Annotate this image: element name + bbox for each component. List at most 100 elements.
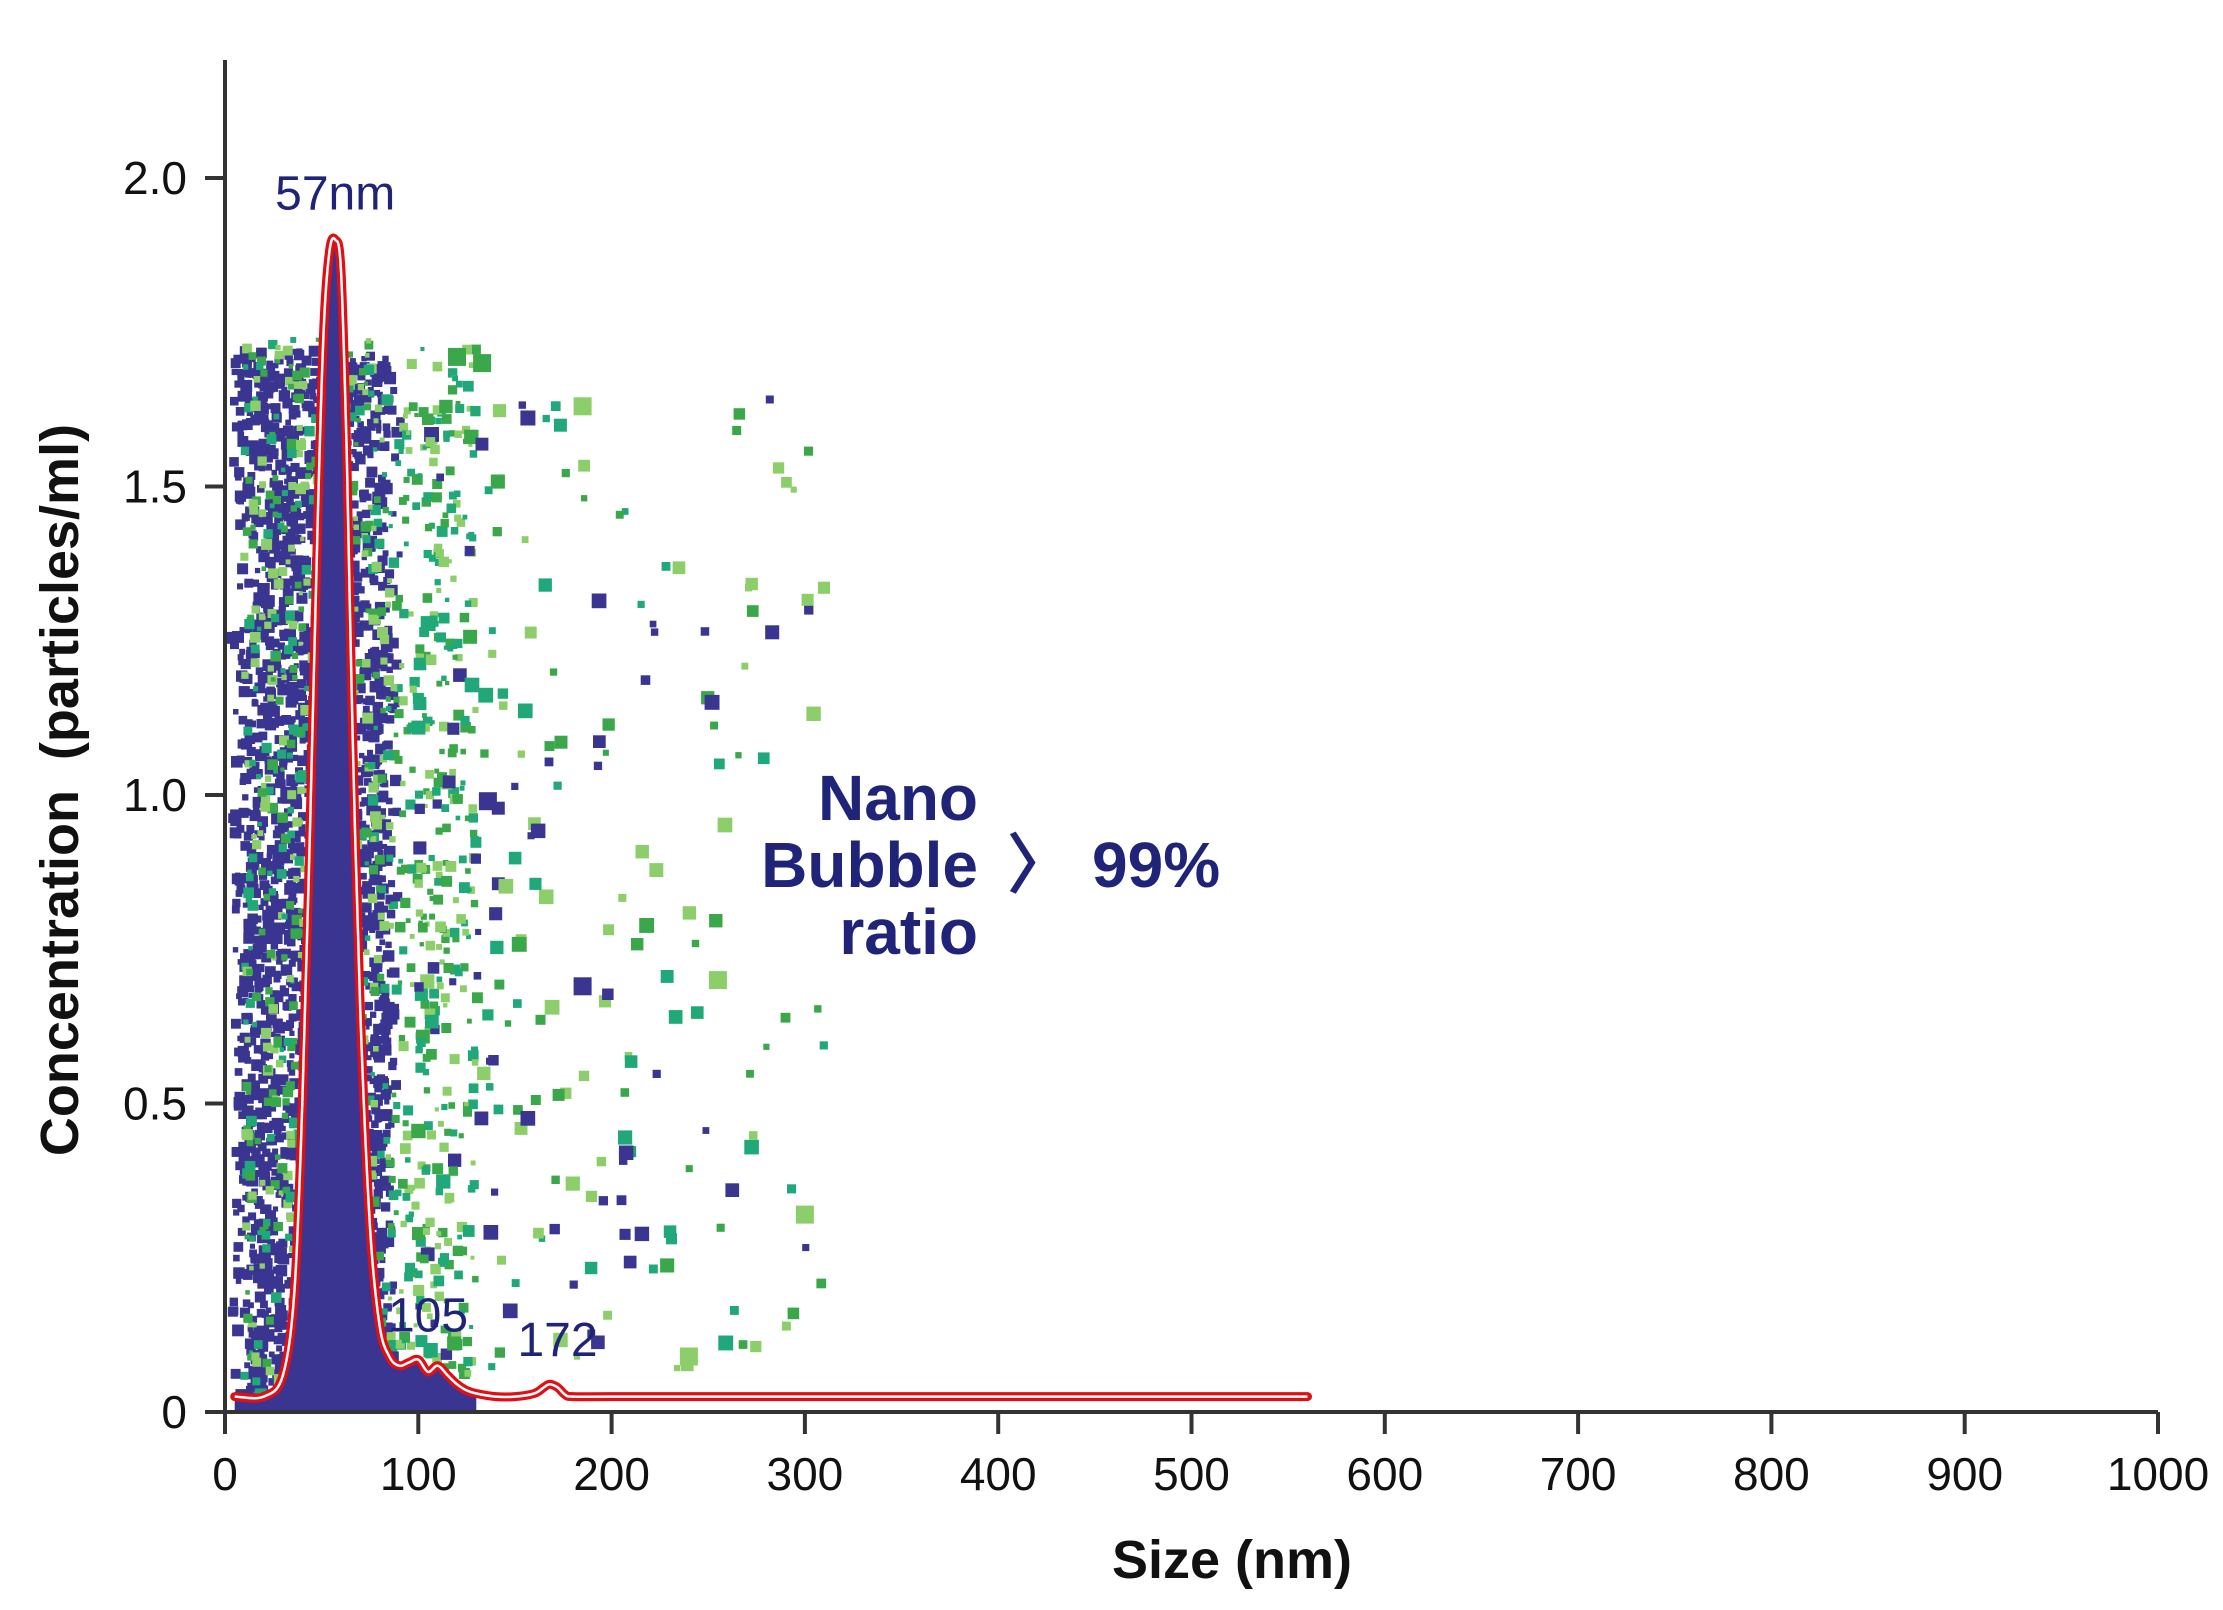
scatter-point <box>365 542 375 552</box>
scatter-point <box>258 438 270 451</box>
scatter-point <box>430 720 435 725</box>
scatter-point <box>285 1107 295 1116</box>
scatter-point <box>521 536 529 543</box>
scatter-point <box>427 962 440 974</box>
scatter-point <box>238 1269 247 1277</box>
scatter-point <box>493 404 507 418</box>
scatter-point <box>283 1199 292 1209</box>
y-tick-label: 1.5 <box>123 461 187 513</box>
scatter-point <box>272 1206 279 1212</box>
scatter-point <box>593 761 603 770</box>
scatter-point <box>458 855 467 864</box>
scatter-point <box>256 719 266 729</box>
scatter-point <box>361 550 369 557</box>
scatter-point <box>382 1083 389 1089</box>
scatter-point <box>368 352 374 358</box>
scatter-point <box>472 1275 479 1283</box>
scatter-point <box>374 496 381 503</box>
scatter-point <box>374 1084 383 1093</box>
x-tick-label: 900 <box>1926 1448 2003 1500</box>
scatter-point <box>387 578 393 584</box>
scatter-point <box>262 414 269 421</box>
scatter-point <box>264 719 277 731</box>
scatter-point <box>302 468 313 478</box>
scatter-point <box>237 369 246 377</box>
scatter-point <box>265 512 272 519</box>
scatter-point <box>267 1217 278 1228</box>
scatter-point <box>272 480 283 492</box>
scatter-point <box>279 1047 285 1053</box>
scatter-point <box>542 414 550 423</box>
scatter-point <box>293 611 304 622</box>
scatter-point <box>286 739 296 749</box>
scatter-point <box>373 1075 380 1083</box>
scatter-point <box>232 1198 242 1208</box>
scatter-point <box>237 390 249 402</box>
scatter-point <box>369 1196 380 1207</box>
scatter-point <box>262 628 269 635</box>
scatter-point <box>464 1101 469 1107</box>
scatter-point <box>273 413 280 420</box>
scatter-point <box>373 755 382 764</box>
scatter-point <box>256 1309 266 1318</box>
scatter-point <box>347 420 355 427</box>
scatter-point <box>244 619 255 630</box>
scatter-point <box>553 418 567 432</box>
scatter-point <box>372 369 384 381</box>
scatter-point <box>405 447 413 454</box>
scatter-point <box>462 514 468 520</box>
scatter-point <box>285 1233 293 1241</box>
scatter-point <box>372 1150 378 1156</box>
scatter-point <box>385 696 391 702</box>
scatter-point <box>682 906 697 920</box>
scatter-point <box>379 921 389 931</box>
scatter-point <box>261 742 272 753</box>
scatter-point <box>296 450 303 458</box>
scatter-point <box>453 638 463 649</box>
scatter-point <box>238 998 245 1006</box>
scatter-point <box>382 507 389 514</box>
scatter-point <box>405 918 411 923</box>
scatter-point <box>364 1001 373 1011</box>
scatter-point <box>395 594 403 603</box>
scatter-point <box>309 393 317 400</box>
scatter-point <box>258 928 266 936</box>
scatter-point <box>362 705 370 713</box>
scatter-point <box>274 609 284 620</box>
scatter-point <box>260 420 273 433</box>
scatter-point <box>299 827 305 834</box>
scatter-point <box>263 696 269 702</box>
scatter-point <box>272 1022 278 1029</box>
scatter-point <box>244 1036 251 1043</box>
scatter-point <box>375 885 382 892</box>
scatter-point <box>282 1102 291 1111</box>
scatter-point <box>448 430 456 437</box>
scatter-point <box>369 1078 376 1085</box>
scatter-point <box>415 1062 426 1073</box>
scatter-point <box>239 648 246 655</box>
scatter-point <box>263 710 273 720</box>
scatter-point <box>513 999 522 1008</box>
scatter-point <box>280 833 291 844</box>
scatter-point <box>368 782 379 793</box>
scatter-point <box>602 749 609 756</box>
scatter-point <box>294 393 304 404</box>
scatter-point <box>270 990 279 999</box>
scatter-point <box>367 749 373 756</box>
scatter-point <box>289 716 296 723</box>
scatter-point <box>247 985 255 993</box>
scatter-point <box>438 556 449 568</box>
scatter-point <box>370 1036 382 1049</box>
scatter-point <box>451 1330 462 1341</box>
scatter-point <box>295 842 305 851</box>
scatter-point <box>439 721 449 732</box>
scatter-point <box>359 752 365 759</box>
scatter-point <box>295 523 306 534</box>
scatter-point <box>257 1123 266 1132</box>
scatter-point <box>370 410 381 421</box>
scatter-point <box>245 1089 252 1095</box>
scatter-point <box>287 806 294 814</box>
scatter-point <box>277 684 289 696</box>
scatter-point <box>618 893 627 902</box>
scatter-point <box>298 878 308 888</box>
